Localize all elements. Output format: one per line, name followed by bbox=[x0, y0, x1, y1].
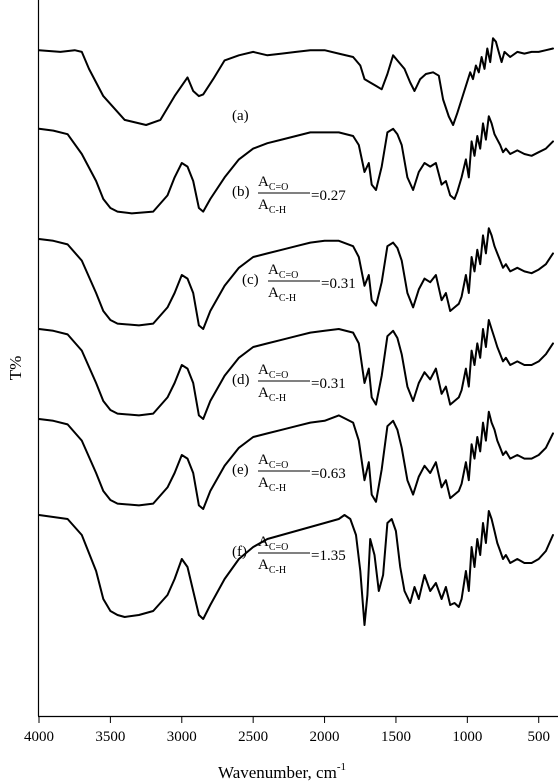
x-tick-label: 4000 bbox=[24, 729, 54, 745]
x-ticks: 4000 3500 3000 2500 2000 1500 1000 500 bbox=[24, 716, 550, 745]
series-tag: (a) bbox=[232, 108, 249, 124]
spectrum-line-f bbox=[38, 510, 554, 626]
spectrum-line-b bbox=[38, 115, 554, 215]
series-tag: (b) bbox=[232, 184, 250, 200]
x-tick-label: 1500 bbox=[381, 729, 411, 745]
x-tick-label: 500 bbox=[527, 729, 550, 745]
ratio-value: =1.35 bbox=[311, 548, 346, 564]
ratio-denominator: AC-H bbox=[258, 475, 286, 494]
ratio-numerator: AC=O bbox=[258, 534, 288, 553]
x-tick-label: 2500 bbox=[238, 729, 268, 745]
spectra bbox=[38, 37, 554, 626]
ratio-denominator: AC-H bbox=[258, 557, 286, 576]
ratio-denominator: AC-H bbox=[258, 197, 286, 216]
spectrum-line-d bbox=[38, 319, 554, 420]
x-tick-label: 2000 bbox=[310, 729, 340, 745]
x-axis-title: Wavenumber, cm-1 bbox=[218, 761, 346, 782]
spectrum-line-c bbox=[38, 227, 554, 330]
series-label-a: (a) bbox=[232, 108, 249, 124]
ratio-value: =0.31 bbox=[311, 376, 346, 392]
series-tag: (f) bbox=[232, 544, 247, 560]
series-label-f: (f) AC=O AC-H =1.35 bbox=[232, 534, 346, 576]
spectrum-line-e bbox=[38, 410, 554, 510]
x-tick-label: 3500 bbox=[95, 729, 125, 745]
plot-frame bbox=[37, 0, 558, 718]
ratio-numerator: AC=O bbox=[268, 262, 298, 281]
series-label-c: (c) AC=O AC-H =0.31 bbox=[242, 262, 356, 304]
series-label-e: (e) AC=O AC-H =0.63 bbox=[232, 452, 346, 494]
ratio-value: =0.63 bbox=[311, 466, 346, 482]
ratio-numerator: AC=O bbox=[258, 174, 288, 193]
ratio-numerator: AC=O bbox=[258, 362, 288, 381]
ratio-value: =0.27 bbox=[311, 188, 346, 204]
ratio-numerator: AC=O bbox=[258, 452, 288, 471]
x-axis-title-sup: -1 bbox=[337, 761, 346, 773]
ratio-value: =0.31 bbox=[321, 276, 356, 292]
series-tag: (d) bbox=[232, 372, 250, 388]
x-tick-label: 3000 bbox=[167, 729, 197, 745]
series-tag: (e) bbox=[232, 462, 249, 478]
x-axis-title-text: Wavenumber, cm bbox=[218, 763, 337, 782]
ratio-denominator: AC-H bbox=[268, 285, 296, 304]
y-axis-title: T% bbox=[6, 356, 25, 381]
ratio-denominator: AC-H bbox=[258, 385, 286, 404]
series-tag: (c) bbox=[242, 272, 259, 288]
series-label-b: (b) AC=O AC-H =0.27 bbox=[232, 174, 346, 216]
annotations: (a) (b) AC=O AC-H =0.27 (c) AC=O AC-H =0.31 (d) AC… bbox=[232, 108, 356, 576]
series-label-d: (d) AC=O AC-H =0.31 bbox=[232, 362, 346, 404]
spectrum-line-a bbox=[38, 37, 554, 126]
x-tick-label: 1000 bbox=[452, 729, 482, 745]
